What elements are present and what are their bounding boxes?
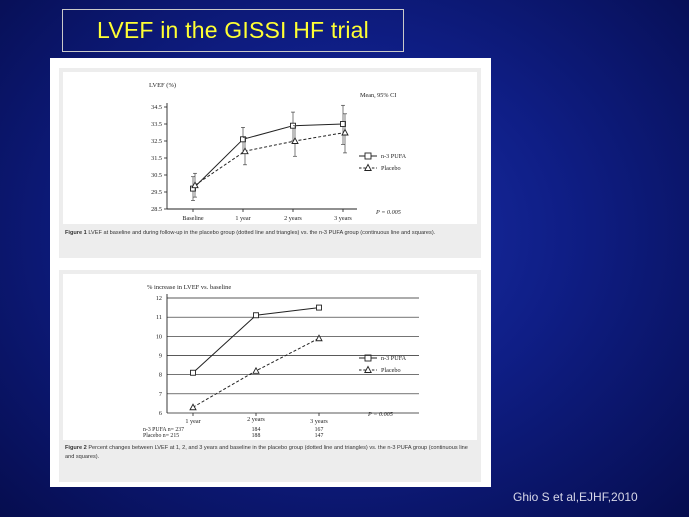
chart-lvef-increase: % increase in LVEF vs. baseline P = 0.00… <box>143 284 419 439</box>
y-axis-label: % increase in LVEF vs. baseline <box>147 284 231 291</box>
point-placebo <box>241 147 249 155</box>
y-tick-label: 30.5 <box>151 172 162 179</box>
point-pufa <box>240 136 246 143</box>
point-pufa <box>340 121 346 127</box>
legend-pufa: n-3 PUFA <box>381 153 407 160</box>
n-at-risk-value: 147 <box>315 433 324 439</box>
y-tick-label: 6 <box>159 410 162 417</box>
y-axis-label: LVEF (%) <box>149 82 176 89</box>
point-placebo <box>191 181 199 189</box>
y-tick-label: 8 <box>159 372 162 379</box>
legend-triangle-marker <box>364 365 372 373</box>
legend-square-marker <box>364 152 372 160</box>
n-at-risk-value: 167 <box>315 427 324 433</box>
y-tick-label: 10 <box>156 333 162 340</box>
legend-square-marker <box>364 354 372 362</box>
x-tick-label: 2 years <box>284 215 302 222</box>
point-placebo <box>341 128 349 136</box>
point-placebo <box>189 403 197 411</box>
n-at-risk-value: 184 <box>252 427 261 433</box>
x-tick-label: 1 year <box>185 418 200 425</box>
legend: n-3 PUFA Placebo <box>359 152 407 172</box>
legend: n-3 PUFA Placebo <box>359 354 407 374</box>
legend-placebo: Placebo <box>381 367 401 374</box>
x-tick-label: Baseline <box>182 215 204 222</box>
point-placebo <box>252 366 260 374</box>
figure-2: % increase in LVEF vs. baseline P = 0.00… <box>59 270 481 482</box>
y-tick-label: 34.5 <box>151 104 162 111</box>
figure-2-caption-text: Percent changes between LVEF at 1, 2, an… <box>65 445 468 460</box>
x-tick-label: 2 years <box>247 416 265 423</box>
series-line-pufa <box>192 123 344 189</box>
figure-2-plot-area: % increase in LVEF vs. baseline P = 0.00… <box>63 274 477 440</box>
figure-panel: LVEF (%) Mean, 95% CI P = 0.005 n-3 PUFA… <box>50 58 491 487</box>
figure-2-caption: Figure 2 Percent changes between LVEF at… <box>65 444 475 461</box>
y-tick-label: 32.5 <box>151 138 162 145</box>
chart-note: Mean, 95% CI <box>360 92 396 99</box>
y-tick-label: 31.5 <box>151 155 162 162</box>
figure-2-label: Figure 2 <box>65 445 87 451</box>
figure-1-caption-text: LVEF at baseline and during follow-up in… <box>88 230 436 236</box>
y-tick-label: 11 <box>156 314 162 321</box>
point-pufa <box>316 304 322 311</box>
point-placebo <box>315 334 323 342</box>
point-pufa <box>190 369 196 376</box>
figure-1-plot-area: LVEF (%) Mean, 95% CI P = 0.005 n-3 PUFA… <box>63 72 477 224</box>
legend-placebo: Placebo <box>381 165 401 172</box>
figure-1-label: Figure 1 <box>65 230 87 236</box>
p-value: P = 0.005 <box>367 411 393 418</box>
legend-triangle-marker <box>364 163 372 171</box>
x-tick-label: 3 years <box>310 418 328 425</box>
y-tick-label: 7 <box>159 391 162 398</box>
point-placebo <box>291 137 299 144</box>
y-tick-label: 28.5 <box>151 206 162 213</box>
slide-title: LVEF in the GISSI HF trial <box>97 17 369 43</box>
y-tick-label: 29.5 <box>151 189 162 196</box>
y-tick-label: 9 <box>159 353 162 360</box>
p-value: P = 0.005 <box>375 209 401 216</box>
figure-1-caption: Figure 1 LVEF at baseline and during fol… <box>65 229 475 238</box>
chart-lvef: LVEF (%) Mean, 95% CI P = 0.005 n-3 PUFA… <box>149 82 407 222</box>
y-tick-label: 33.5 <box>151 121 162 128</box>
legend-pufa: n-3 PUFA <box>381 355 407 362</box>
n-at-risk-label: n-3 PUFA n= 237 <box>143 427 184 433</box>
x-tick-label: 3 years <box>334 215 352 222</box>
series-line-placebo <box>194 132 346 186</box>
figure-1: LVEF (%) Mean, 95% CI P = 0.005 n-3 PUFA… <box>59 68 481 258</box>
n-at-risk-value: 188 <box>252 433 261 439</box>
x-tick-label: 1 year <box>235 215 250 222</box>
point-pufa <box>253 312 259 319</box>
citation-credit: Ghio S et al,EJHF,2010 <box>513 490 638 504</box>
y-tick-label: 12 <box>156 295 162 302</box>
slide-title-box: LVEF in the GISSI HF trial <box>62 9 404 52</box>
n-at-risk-label: Placebo n= 215 <box>143 433 179 439</box>
